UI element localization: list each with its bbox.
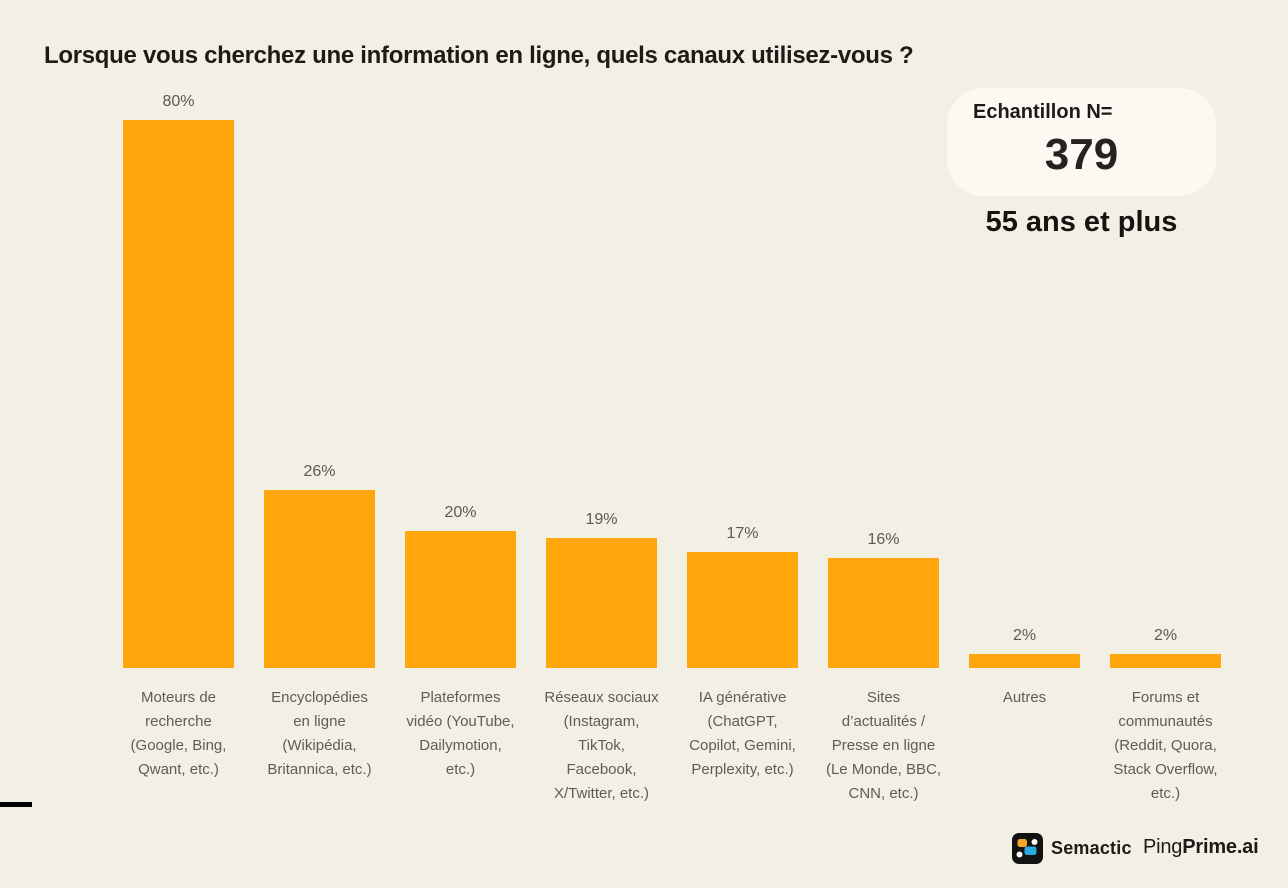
semactic-wordmark: Semactic — [1051, 838, 1132, 858]
bar-value-label: 80% — [162, 93, 195, 110]
page-marker — [0, 802, 32, 807]
bar — [687, 552, 798, 668]
pingprime-wordmark-light: Ping — [1143, 836, 1183, 858]
bar — [828, 558, 939, 668]
sample-badge-label: Echantillon N= — [973, 101, 1113, 123]
bar — [969, 654, 1080, 668]
bar-category-label: Encyclopédies en ligne (Wikipédia, Brita… — [267, 689, 372, 778]
bar-value-label: 2% — [1153, 627, 1178, 644]
bar-value-label: 19% — [585, 511, 618, 528]
bar — [264, 490, 375, 668]
bar-category-label: Forums et communautés (Reddit, Quora, St… — [1113, 689, 1218, 802]
bar — [405, 531, 516, 668]
bar-category-label: Réseaux sociaux (Instagram, TikTok, Face… — [544, 689, 659, 802]
bar — [1110, 654, 1221, 668]
bar-category-label: IA générative (ChatGPT, Copilot, Gemini,… — [689, 689, 796, 778]
bar-value-label: 16% — [867, 531, 900, 548]
audience-label: 55 ans et plus — [985, 206, 1178, 238]
bar-value-label: 20% — [444, 504, 477, 521]
semactic-logo: Semactic — [1012, 833, 1132, 864]
bar-value-label: 17% — [726, 525, 759, 542]
bar-category-label: Plateformes vidéo (YouTube, Dailymotion,… — [406, 689, 515, 778]
chart-title: Lorsque vous cherchez une information en… — [44, 42, 914, 69]
bar — [123, 120, 234, 668]
bar-category-label: Moteurs de recherche (Google, Bing, Qwan… — [130, 689, 227, 778]
bar-value-label: 26% — [303, 463, 336, 480]
semactic-icon — [1012, 833, 1043, 864]
pingprime-wordmark-bold: Prime.ai — [1182, 836, 1259, 858]
pingprime-logo: PingPrime.ai — [1143, 836, 1259, 859]
sample-badge: Echantillon N= 379 — [946, 87, 1217, 197]
bar-value-label: 2% — [1012, 627, 1037, 644]
sample-badge-value: 379 — [1044, 130, 1119, 179]
bar — [546, 538, 657, 668]
bar-category-label: Sites d’actualités / Presse en ligne (Le… — [825, 689, 942, 802]
bar-category-label: Autres — [1002, 689, 1047, 706]
